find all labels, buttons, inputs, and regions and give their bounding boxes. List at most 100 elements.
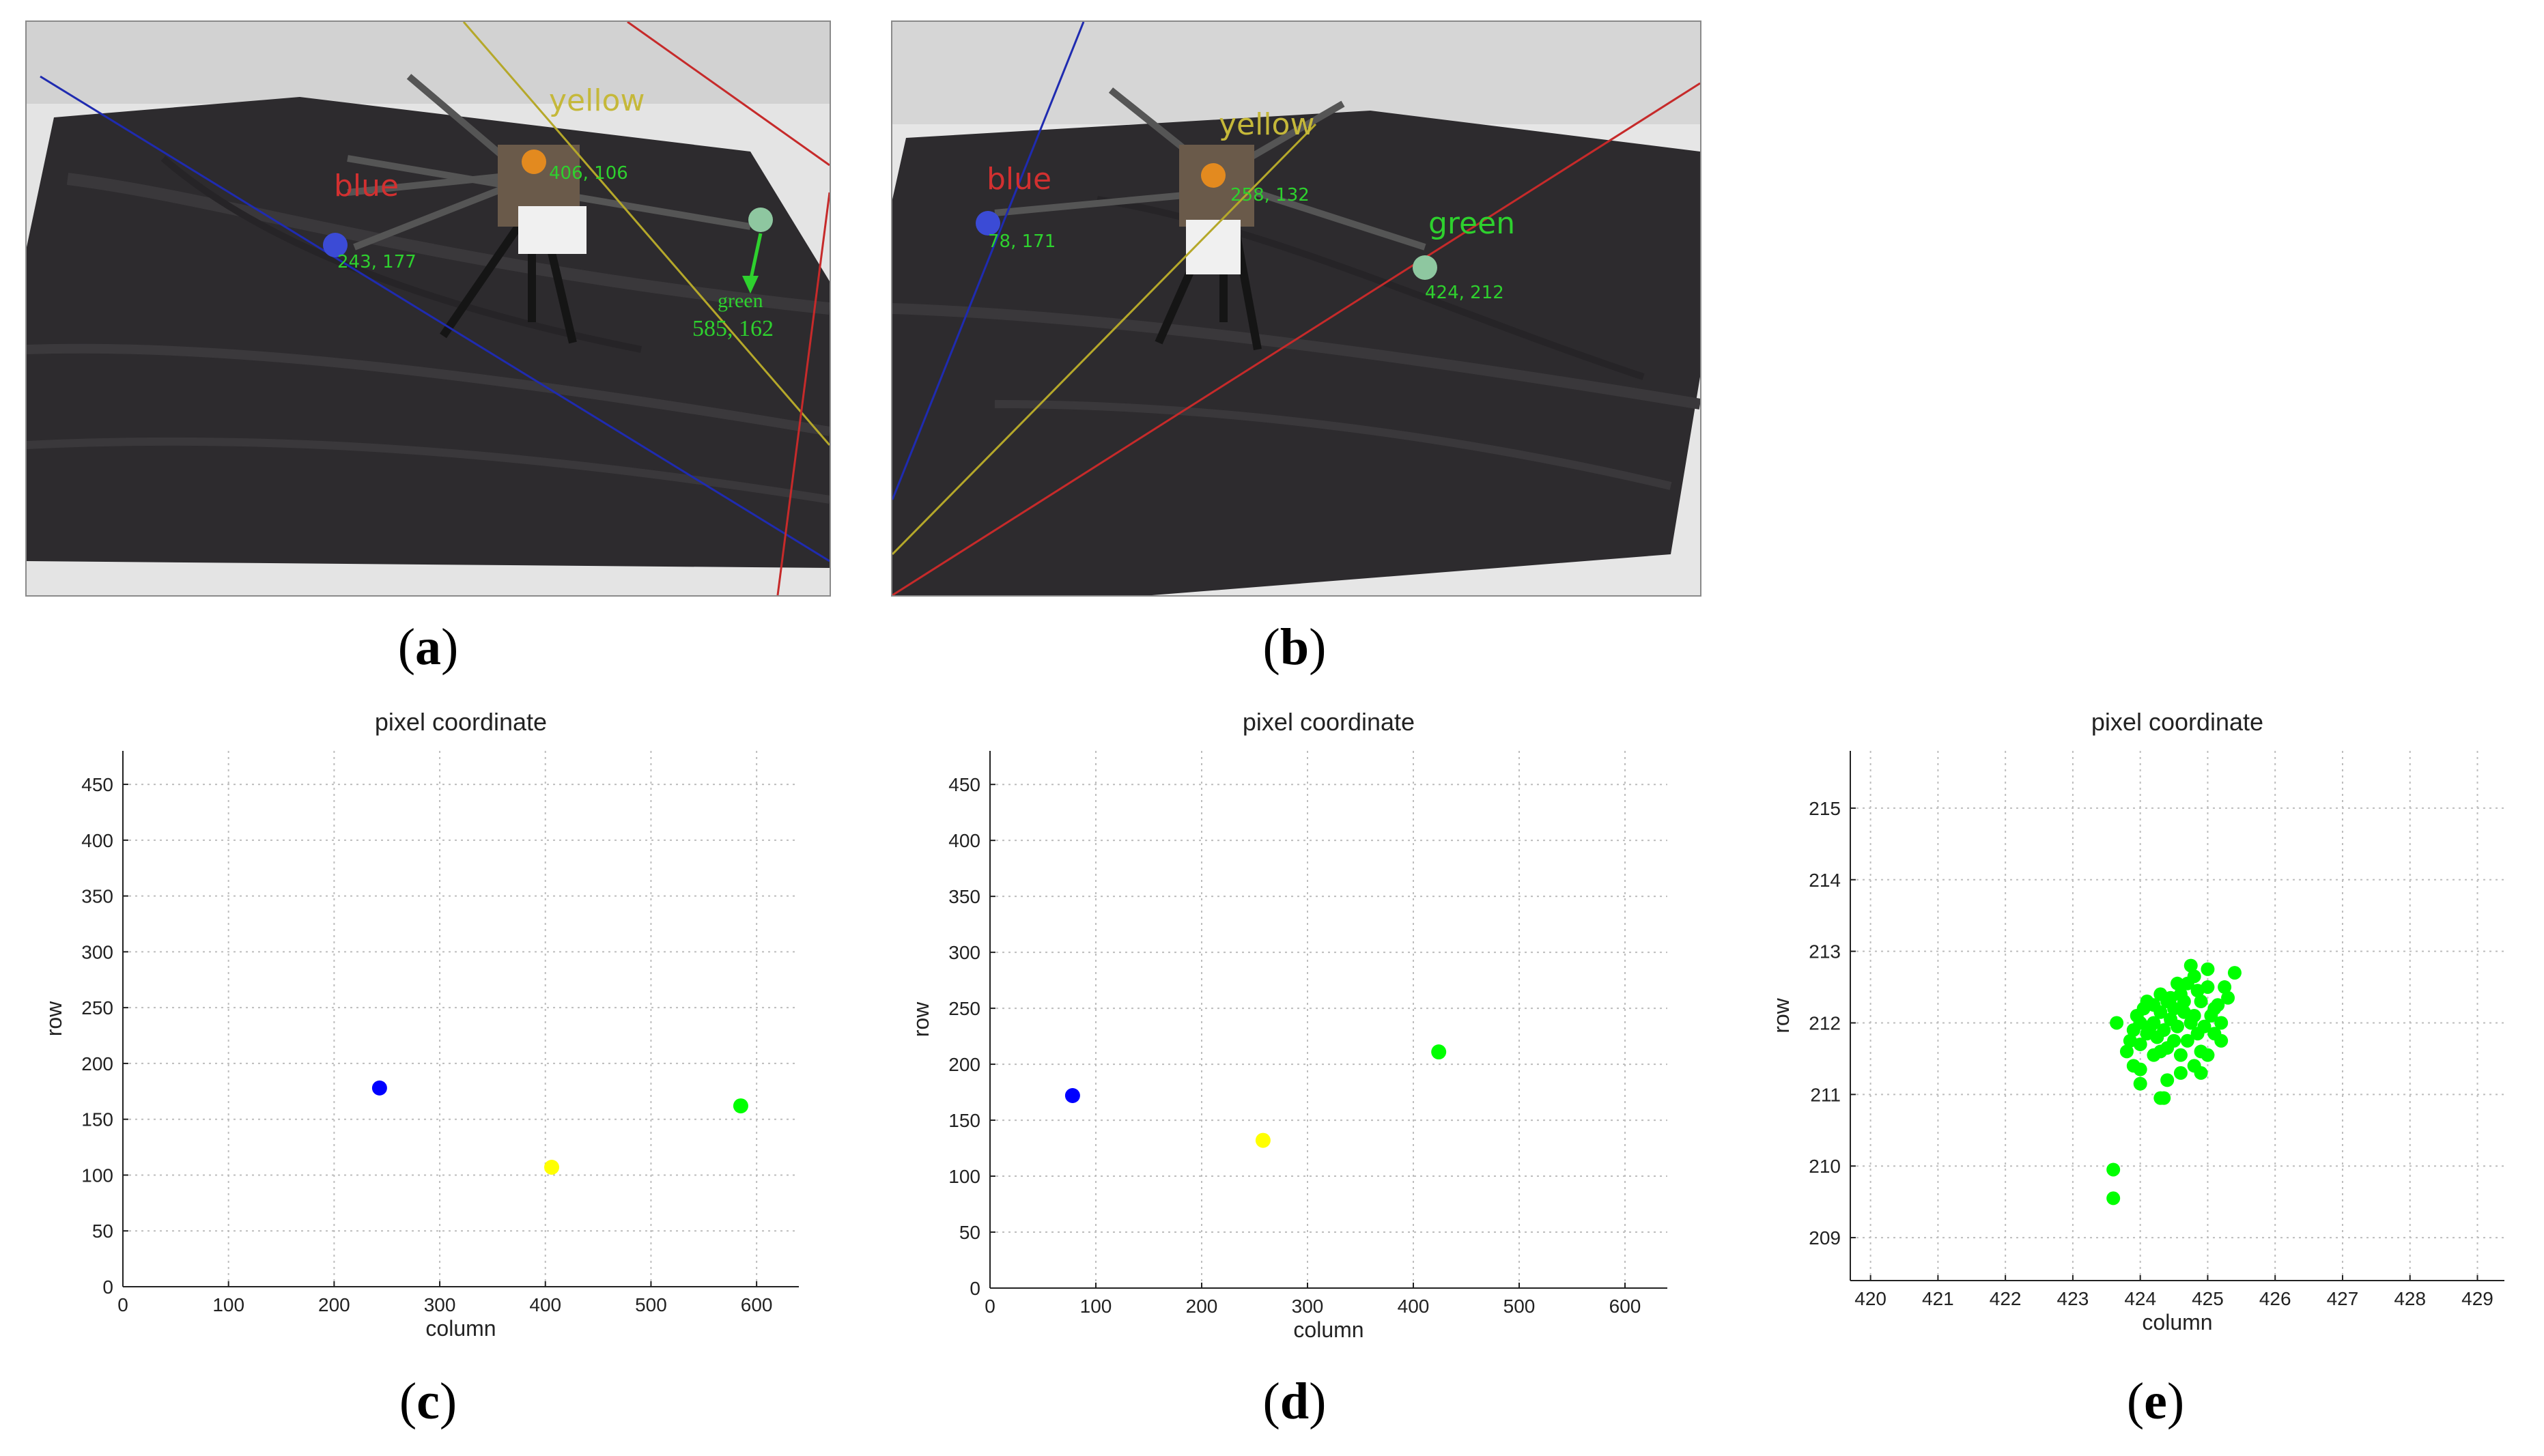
chart-e-point	[2227, 966, 2242, 980]
photo-a: yellow blue 243, 177 406, 106 green 585,…	[25, 20, 831, 597]
chart-e-point	[2211, 998, 2225, 1012]
chart-d-point	[1064, 1087, 1080, 1103]
chart-c-x-tick-label: 500	[635, 1294, 667, 1315]
blue-label: blue	[987, 162, 1051, 197]
chart-e-y-tick-label: 210	[1809, 1156, 1841, 1177]
chart-c-x-tick-label: 0	[117, 1294, 128, 1315]
chart-e-point	[2177, 1005, 2191, 1019]
blue-ball	[323, 233, 348, 257]
chart-e-point	[2147, 998, 2161, 1012]
chart-e-point	[2106, 1191, 2121, 1205]
chart-c-y-tick-label: 450	[81, 774, 113, 795]
chart-c-x-tick-label: 600	[741, 1294, 773, 1315]
panel-label-c: (c)	[399, 1373, 457, 1430]
chart-d-x-tick-label: 500	[1503, 1296, 1536, 1317]
chart-e-point	[2133, 1016, 2147, 1030]
chart-d-svg: pixel coordinate 0 100 200 300 400 500 600 0 50 10…	[909, 708, 1667, 1342]
chart-e-point	[2173, 1066, 2188, 1080]
chart-c: pixel coordinate 0 100 200 300 400 500 600 0 50 10…	[0, 703, 819, 1352]
chart-e-x-tick-label: 426	[2259, 1288, 2291, 1309]
chart-c-y-tick-label: 100	[81, 1165, 113, 1186]
chart-e-y-tick-label: 211	[1810, 1084, 1841, 1105]
chart-d-xlabel: column	[1293, 1317, 1363, 1342]
green-label: green	[718, 289, 763, 312]
chart-e-point	[2173, 1048, 2188, 1062]
chart-c-x-tick-label: 400	[529, 1294, 561, 1315]
chart-e-point	[2133, 1062, 2147, 1076]
chart-e-point	[2157, 1091, 2171, 1105]
chart-c-y-tick-label: 350	[81, 886, 113, 907]
chart-d-y-tick-label: 250	[948, 998, 980, 1019]
chart-e-x-tick-label: 428	[2394, 1288, 2426, 1309]
blue-coord: 243, 177	[337, 252, 416, 272]
chart-e-title: pixel coordinate	[2091, 708, 2263, 736]
chart-d-x-tick-label: 100	[1080, 1296, 1112, 1317]
green-ball	[748, 208, 773, 232]
chart-d-point	[1255, 1132, 1271, 1148]
green-coord: 424, 212	[1425, 283, 1504, 303]
chart-c-x-tick-label: 200	[318, 1294, 350, 1315]
chart-e-point	[2180, 1033, 2194, 1048]
chart-e-x-tick-label: 420	[1854, 1288, 1886, 1309]
blue-coord: 78, 171	[988, 231, 1056, 252]
chart-e-point	[2110, 1016, 2124, 1030]
photo-b-illustration: yellow blue 78, 171 258, 132 green 424, …	[892, 22, 1700, 595]
chart-c-y-tick-label: 300	[81, 941, 113, 962]
chart-e-point	[2194, 995, 2208, 1009]
chart-c-y-tick-label: 200	[81, 1053, 113, 1074]
chart-e-point	[2133, 1076, 2147, 1091]
chart-d-y-tick-label: 150	[948, 1110, 980, 1131]
chart-e: pixel coordinate 420 421 422 423 424 425 426 427…	[1748, 696, 2544, 1352]
chart-e-y-tick-label: 215	[1809, 798, 1841, 819]
chart-c-point	[733, 1098, 748, 1114]
chart-d-x-tick-label: 600	[1609, 1296, 1641, 1317]
chart-d-y-tick-label: 0	[970, 1278, 980, 1299]
photo-a-illustration: yellow blue 243, 177 406, 106 green 585,…	[27, 22, 830, 595]
chart-e-y-tick-label: 214	[1809, 870, 1841, 891]
chart-e-x-tick-label: 429	[2461, 1288, 2493, 1309]
yellow-label: yellow	[1219, 107, 1314, 142]
photo-b: yellow blue 78, 171 258, 132 green 424, …	[891, 20, 1701, 597]
chart-c-y-tick-label: 0	[102, 1276, 113, 1298]
yellow-coord: 258, 132	[1230, 185, 1310, 205]
chart-d-y-tick-label: 400	[948, 830, 980, 851]
chart-e-point	[2171, 976, 2184, 990]
chart-e-point	[2167, 1033, 2181, 1048]
chart-e-y-tick-label: 209	[1809, 1227, 1841, 1248]
panel-label-e: (e)	[2126, 1373, 2185, 1430]
green-label: green	[1428, 206, 1515, 241]
chart-e-y-tick-label: 212	[1809, 1012, 1841, 1033]
chart-d-x-tick-label: 400	[1398, 1296, 1430, 1317]
chart-c-y-tick-label: 50	[92, 1221, 113, 1242]
chart-e-point	[2197, 1019, 2211, 1033]
chart-c-y-tick-label: 250	[81, 997, 113, 1018]
chart-e-point	[2119, 1044, 2134, 1059]
panel-label-b: (b)	[1262, 618, 1327, 676]
chart-e-point	[2183, 958, 2198, 973]
chart-e-point	[2204, 1009, 2218, 1023]
chart-c-point	[544, 1160, 560, 1175]
chart-e-point	[2164, 990, 2178, 1005]
chart-d-x-tick-label: 300	[1292, 1296, 1324, 1317]
chart-c-y-tick-label: 150	[81, 1109, 113, 1130]
chart-c-svg: pixel coordinate 0 100 200 300 400 500 600 0 50 10…	[42, 708, 799, 1341]
chart-c-ylabel: row	[42, 1001, 66, 1036]
chart-e-svg: pixel coordinate 420 421 422 423 424 425 426 427…	[1769, 708, 2504, 1334]
chart-c-title: pixel coordinate	[375, 708, 547, 736]
chart-e-point	[2106, 1162, 2121, 1177]
chart-d-y-tick-label: 200	[948, 1054, 980, 1075]
yellow-ball	[522, 149, 546, 174]
chart-e-point	[2187, 969, 2201, 984]
chart-e-x-tick-label: 427	[2327, 1288, 2359, 1309]
chart-c-x-tick-label: 300	[424, 1294, 456, 1315]
chart-e-point	[2194, 1066, 2208, 1080]
green-ball	[1413, 255, 1437, 280]
chart-e-point	[2153, 1044, 2168, 1059]
chart-d-y-tick-label: 350	[948, 886, 980, 907]
chart-d-title: pixel coordinate	[1243, 708, 1415, 736]
chart-e-point	[2190, 984, 2205, 998]
chart-d-y-tick-label: 100	[948, 1166, 980, 1187]
panel-label-d: (d)	[1262, 1373, 1327, 1430]
chart-e-point	[2201, 962, 2215, 976]
chart-e-point	[2171, 1019, 2184, 1033]
